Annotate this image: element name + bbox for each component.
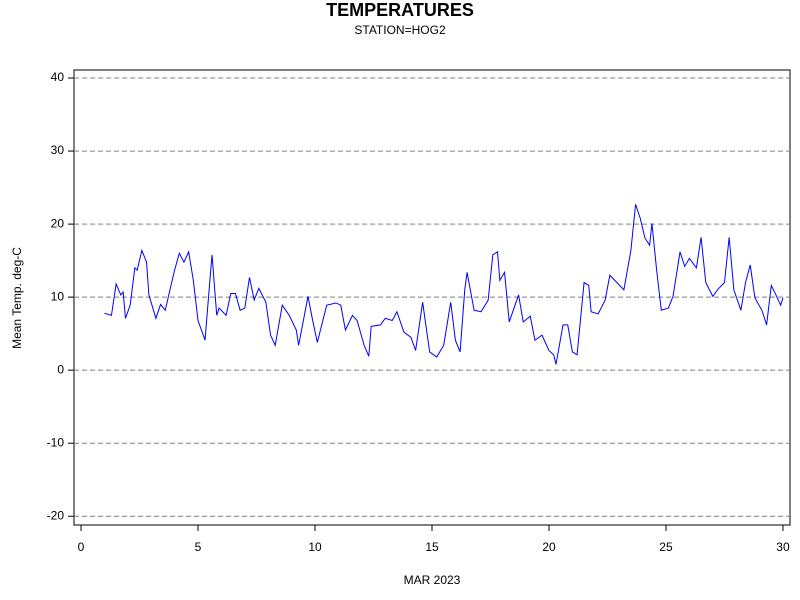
- x-tick-label: 20: [542, 540, 556, 554]
- x-tick-label: 5: [195, 540, 202, 554]
- x-tick-label: 30: [776, 540, 790, 554]
- y-tick-label: -10: [47, 435, 65, 449]
- chart-subtitle: STATION=HOG2: [354, 23, 446, 37]
- y-tick-label: 0: [57, 362, 64, 376]
- data-line: [104, 204, 784, 365]
- x-tick-label: 25: [659, 540, 673, 554]
- chart-title: TEMPERATURES: [326, 0, 474, 20]
- y-tick-label: 30: [51, 143, 65, 157]
- x-axis-label: MAR 2023: [404, 573, 461, 587]
- y-tick-label: 10: [51, 289, 65, 303]
- x-tick-label: 10: [308, 540, 322, 554]
- y-tick-label: 40: [51, 70, 65, 84]
- y-tick-label: 20: [51, 216, 65, 230]
- y-axis-label: Mean Temp. deg-C: [10, 247, 24, 349]
- x-tick-label: 0: [78, 540, 85, 554]
- x-tick-label: 15: [425, 540, 439, 554]
- y-tick-label: -20: [47, 508, 65, 522]
